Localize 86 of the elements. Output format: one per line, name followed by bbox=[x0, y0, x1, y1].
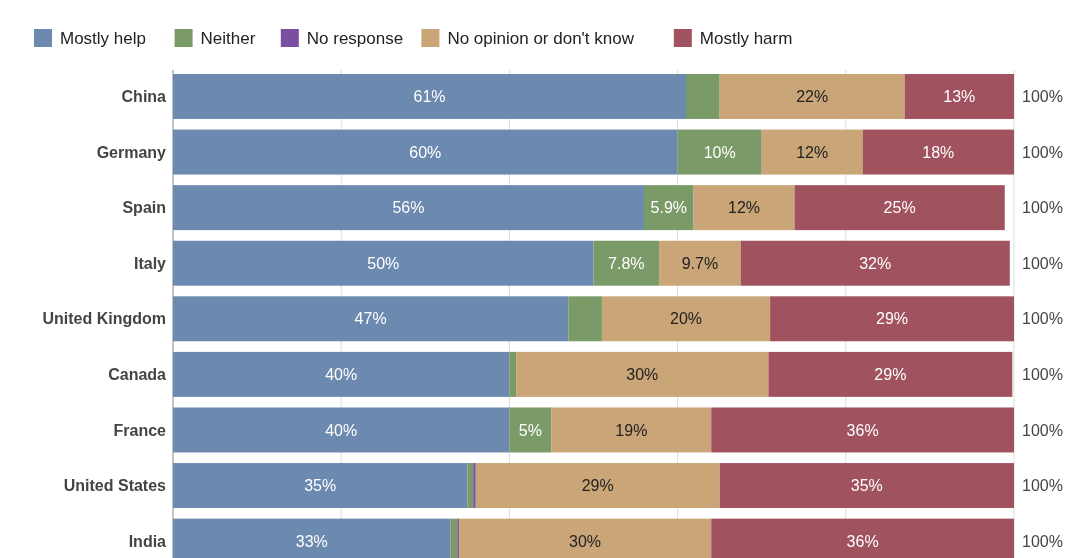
data-label: 50% bbox=[367, 254, 400, 272]
bar bbox=[686, 74, 720, 119]
legend-label: Mostly harm bbox=[699, 28, 793, 48]
data-label: 7.8% bbox=[608, 254, 645, 272]
bar bbox=[509, 407, 552, 453]
bar bbox=[173, 296, 569, 342]
data-label: 40% bbox=[325, 365, 358, 383]
data-label: 20% bbox=[669, 310, 703, 328]
bar bbox=[173, 463, 468, 509]
data-label: 5.9% bbox=[650, 199, 687, 217]
data-label: 12% bbox=[796, 143, 829, 161]
bar bbox=[475, 463, 720, 509]
legend-label: Mostly help bbox=[60, 28, 146, 48]
bar bbox=[711, 407, 1014, 453]
total-label: 100% bbox=[1022, 143, 1063, 161]
data-label: 12% bbox=[728, 199, 761, 217]
bar bbox=[659, 240, 741, 286]
data-label: 13% bbox=[943, 88, 976, 106]
data-label: 33% bbox=[295, 532, 328, 550]
total-label: 100% bbox=[1022, 532, 1063, 550]
total-label: 100% bbox=[1022, 365, 1063, 383]
legend-label: No response bbox=[306, 28, 404, 48]
bar bbox=[601, 296, 771, 342]
bar bbox=[643, 185, 694, 231]
data-label: 35% bbox=[304, 477, 337, 495]
bar bbox=[173, 240, 594, 286]
bar bbox=[173, 74, 687, 119]
y-tick-label: India bbox=[128, 532, 167, 550]
data-label: 36% bbox=[846, 532, 879, 550]
bar bbox=[173, 185, 644, 231]
data-label: 18% bbox=[922, 143, 955, 161]
total-label: 100% bbox=[1022, 421, 1063, 439]
y-tick-label: France bbox=[113, 421, 167, 439]
data-label: 9.7% bbox=[681, 254, 719, 272]
bar bbox=[794, 185, 1005, 231]
data-label: 29% bbox=[581, 477, 614, 495]
data-label: 61% bbox=[413, 88, 446, 106]
bar bbox=[719, 463, 1014, 509]
data-label: 40% bbox=[325, 421, 358, 439]
bar bbox=[740, 240, 1010, 286]
data-label: 30% bbox=[626, 365, 659, 383]
total-label: 100% bbox=[1022, 254, 1063, 272]
bar bbox=[761, 129, 863, 175]
total-label: 100% bbox=[1022, 477, 1063, 495]
data-label: 22% bbox=[796, 88, 829, 106]
bar bbox=[677, 129, 762, 175]
data-label: 47% bbox=[354, 310, 387, 328]
data-label: 56% bbox=[392, 199, 425, 217]
y-tick-label: United Kingdom bbox=[42, 310, 166, 328]
data-label: 29% bbox=[874, 365, 907, 383]
data-label: 36% bbox=[846, 421, 879, 439]
bar bbox=[173, 407, 510, 453]
bar bbox=[467, 463, 474, 509]
data-label: 19% bbox=[615, 421, 648, 439]
bar bbox=[568, 296, 602, 342]
bar bbox=[509, 351, 517, 397]
bar bbox=[551, 407, 712, 453]
data-label: 5% bbox=[518, 421, 542, 439]
bar bbox=[173, 351, 510, 397]
bar bbox=[516, 351, 769, 397]
y-tick-label: Germany bbox=[96, 143, 167, 161]
y-tick-label: United States bbox=[63, 477, 167, 495]
data-label: 60% bbox=[409, 143, 442, 161]
data-label: 29% bbox=[876, 310, 909, 328]
y-tick-label: Canada bbox=[108, 365, 167, 383]
bar bbox=[719, 74, 905, 119]
bar bbox=[693, 185, 795, 231]
bar bbox=[904, 74, 1014, 119]
y-tick-label: Spain bbox=[122, 199, 166, 217]
data-label: 30% bbox=[569, 532, 602, 550]
bar bbox=[770, 296, 1014, 342]
total-label: 100% bbox=[1022, 199, 1063, 217]
bar bbox=[173, 129, 678, 175]
bar bbox=[862, 129, 1014, 175]
data-label: 10% bbox=[703, 143, 736, 161]
legend-label: Neither bbox=[200, 28, 256, 48]
data-label: 35% bbox=[850, 477, 883, 495]
total-label: 100% bbox=[1022, 88, 1063, 106]
y-tick-label: China bbox=[121, 88, 167, 106]
data-label: 25% bbox=[883, 199, 916, 217]
total-label: 100% bbox=[1022, 310, 1063, 328]
y-tick-label: Italy bbox=[133, 254, 167, 272]
bar bbox=[768, 351, 1013, 397]
bar bbox=[593, 240, 660, 286]
legend-label: No opinion or don't know bbox=[447, 28, 635, 48]
data-label: 32% bbox=[859, 254, 892, 272]
